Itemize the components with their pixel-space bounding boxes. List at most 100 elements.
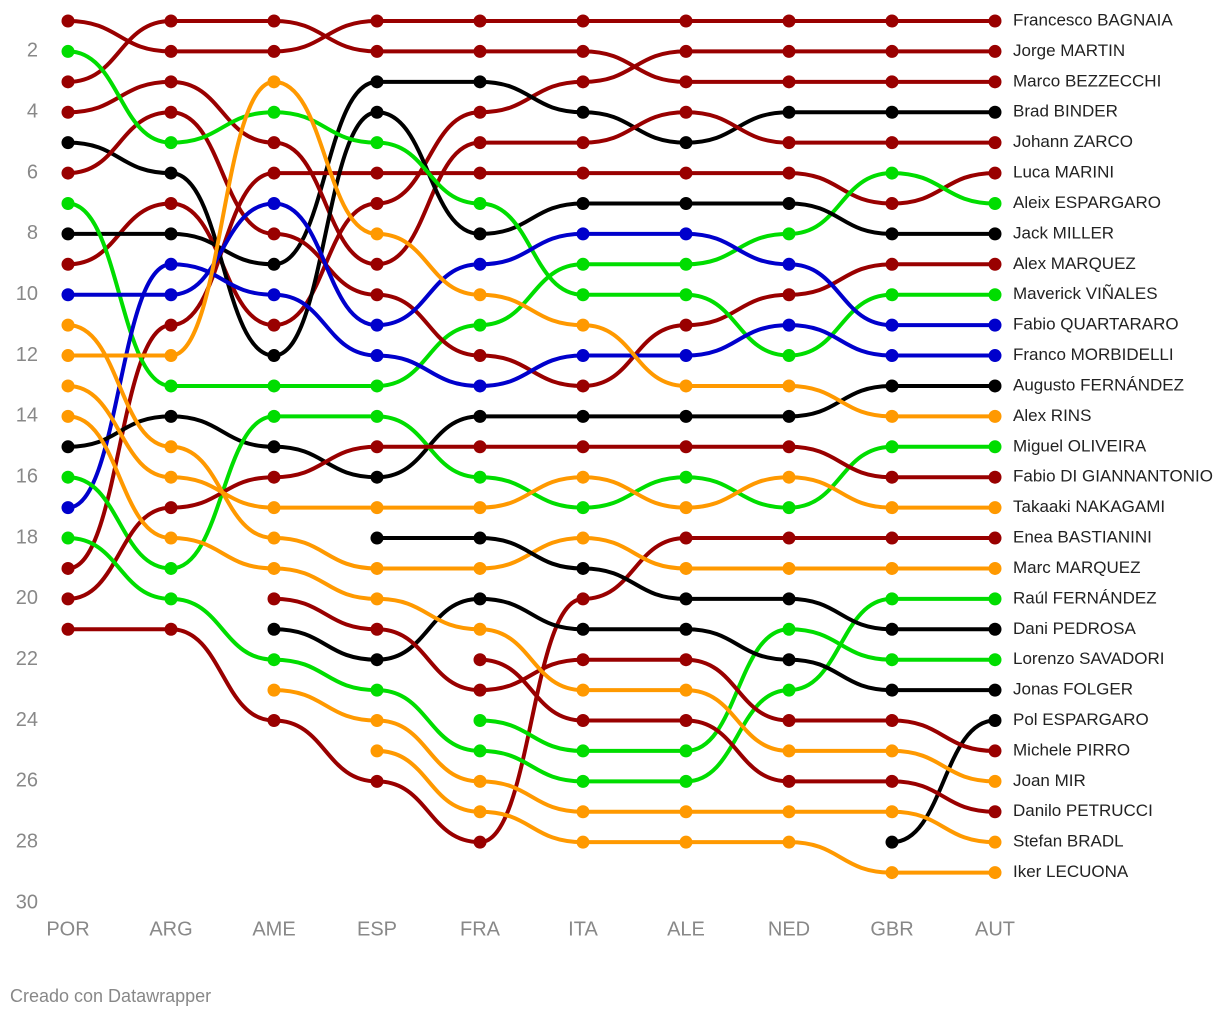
y-tick-label: 16 [16,465,38,487]
point [885,440,899,454]
point [782,714,796,728]
series: Jonas FOLGER [267,592,1133,699]
point [164,257,178,271]
point [473,196,487,210]
point [473,531,487,545]
point [164,592,178,606]
point [988,683,1002,697]
point [576,531,590,545]
point [988,835,1002,849]
point [164,14,178,28]
x-tick-label: POR [46,918,89,940]
point [61,592,75,606]
point [370,136,384,150]
point [576,744,590,758]
point [988,196,1002,210]
point [473,653,487,667]
x-tick-label: FRA [460,918,501,940]
point [576,318,590,332]
series-line [67,171,996,388]
point [473,136,487,150]
series-label: Miguel OLIVEIRA [1013,436,1147,455]
y-tick-label: 24 [16,709,38,731]
series: Marc MARQUEZ [61,318,1141,577]
series-line [273,688,996,845]
point [473,440,487,454]
point [988,105,1002,119]
point [576,440,590,454]
point [576,714,590,728]
point [267,105,281,119]
point [679,653,693,667]
point [679,683,693,697]
point [885,349,899,363]
series-line [67,18,995,84]
series: Dani PEDROSA [370,531,1136,638]
x-tick-label: ESP [357,918,397,940]
point [370,683,384,697]
point [370,592,384,606]
point [885,714,899,728]
source-note: Creado con Datawrapper [10,986,211,1006]
point [267,288,281,302]
series-line [273,596,995,693]
point [679,288,693,302]
point [267,409,281,423]
point [61,14,75,28]
point [988,379,1002,393]
point [164,622,178,636]
series-label: Takaaki NAKAGAMI [1013,497,1165,516]
point [885,470,899,484]
point [370,227,384,241]
point [988,75,1002,89]
point [473,622,487,636]
point [267,349,281,363]
series-label: Lorenzo SAVADORI [1013,649,1165,668]
point [164,318,178,332]
series-label: Johann ZARCO [1013,132,1133,151]
series-label: Franco MORBIDELLI [1013,345,1174,364]
point [473,379,487,393]
point [782,227,796,241]
point [988,440,1002,454]
point [782,318,796,332]
point [267,379,281,393]
x-tick-label: AME [252,918,295,940]
point [782,409,796,423]
y-tick-label: 4 [27,101,38,123]
point [782,561,796,575]
point [164,440,178,454]
point [782,774,796,788]
series-label: Pol ESPARGARO [1013,710,1149,729]
point [885,44,899,58]
series: Takaaki NAKAGAMI [61,379,1165,516]
point [370,561,384,575]
point [679,105,693,119]
y-tick-label: 30 [16,891,38,913]
series-label: Fabio QUARTARARO [1013,315,1179,334]
series-line [67,201,995,328]
point [267,531,281,545]
series: Franco MORBIDELLI [61,257,1174,515]
point [885,501,899,515]
point [473,805,487,819]
y-tick-label: 10 [16,283,38,305]
point [988,288,1002,302]
point [782,75,796,89]
point [267,683,281,697]
point [164,531,178,545]
series: Joan MIR [61,409,1086,790]
series: Fabio QUARTARARO [61,196,1179,334]
series-line [67,383,995,480]
point [370,75,384,89]
point [267,257,281,271]
point [679,592,693,606]
series: Aleix ESPARGARO [61,166,1161,393]
series-label: Jack MILLER [1013,223,1114,242]
point [164,561,178,575]
series: Enea BASTIANINI [61,528,1152,849]
series-label: Maverick VIÑALES [1013,284,1158,303]
series: Danilo PETRUCCI [473,653,1153,820]
point [782,105,796,119]
point [164,75,178,89]
